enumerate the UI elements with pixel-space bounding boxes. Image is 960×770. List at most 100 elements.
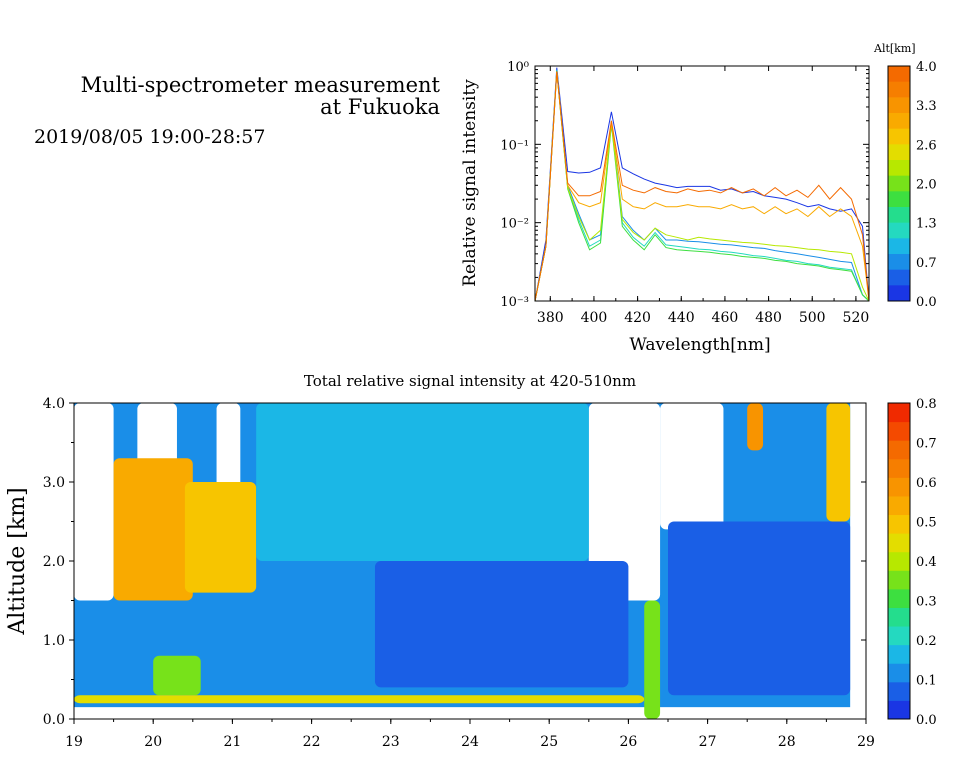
- altitude-colorbar-level: [888, 285, 910, 302]
- spectrum-axes: 380 400 420 440 460 480 500 520 10⁻³ 10⁻² 10⁻¹ 10⁰: [500, 60, 869, 326]
- intensity-colorbar-label: 0.2: [916, 634, 937, 649]
- spectrum-xtick-label: 460: [712, 310, 739, 326]
- heatmap-xtick-label: 28: [778, 734, 796, 750]
- spectrum-xtick-label: 420: [624, 310, 651, 326]
- altitude-colorbar-label: 2.6: [916, 138, 937, 153]
- heatmap-xtick-label: 21: [223, 734, 241, 750]
- altitude-colorbar-level: [888, 254, 910, 271]
- altitude-colorbar-level: [888, 113, 910, 130]
- spectrum-xtick-label: 380: [537, 310, 564, 326]
- heatmap-ytick-label: 0.0: [43, 712, 65, 728]
- heatmap-region-0: [74, 403, 114, 601]
- spectrum-series-0: [535, 67, 869, 301]
- intensity-colorbar-label: 0.5: [916, 516, 937, 531]
- intensity-colorbar-frame: [887, 402, 911, 720]
- altitude-colorbar-label: 0.7: [916, 256, 937, 271]
- spectrum-xtick-label: 400: [581, 310, 608, 326]
- spectrum-xtick-label: 500: [799, 310, 826, 326]
- intensity-colorbar-level: [888, 458, 910, 478]
- altitude-colorbar-level: [888, 66, 910, 83]
- intensity-colorbar-label: 0.0: [916, 713, 937, 728]
- heatmap-region-8: [826, 403, 851, 522]
- heatmap-region-4: [660, 403, 724, 530]
- altitude-colorbar-label: 3.3: [916, 99, 937, 114]
- heatmap-cells: [74, 403, 851, 719]
- figure-title-line1: Multi-spectrometer measurement: [80, 73, 440, 97]
- altitude-colorbar-label: 0.0: [916, 295, 937, 310]
- altitude-colorbar-label: 4.0: [916, 60, 937, 75]
- figure-title: Multi-spectrometer measurement at Fukuok…: [12, 74, 440, 118]
- altitude-colorbar-level: [888, 191, 910, 208]
- intensity-colorbar-level: [888, 588, 910, 608]
- intensity-colorbar: 0.8 0.7 0.6 0.5 0.4 0.3 0.2 0.1 0.0: [887, 397, 937, 728]
- spectrum-series-group: [535, 67, 869, 301]
- figure-title-line2: at Fukuoka: [320, 95, 440, 119]
- spectrum-ytick-label: 10⁻¹: [500, 138, 529, 153]
- spectrum-ylabel: Relative signal intensity: [460, 79, 480, 287]
- intensity-colorbar-level: [888, 626, 910, 646]
- altitude-colorbar-level: [888, 175, 910, 192]
- heatmap-region-13: [668, 521, 851, 696]
- heatmap-region-11: [644, 600, 661, 719]
- heatmap-xtick-label: 26: [619, 734, 637, 750]
- heatmap-ytick-label: 3.0: [43, 475, 65, 491]
- altitude-colorbar-title: Alt[km]: [873, 42, 916, 55]
- heatmap-region-2: [216, 403, 241, 506]
- altitude-colorbar-level: [888, 222, 910, 239]
- spectrum-plot-area: [535, 66, 869, 301]
- spectrum-xlabel: Wavelength[nm]: [629, 335, 770, 355]
- spectrum-xtick-label: 520: [843, 310, 870, 326]
- altitude-colorbar-level: [888, 144, 910, 161]
- heatmap-ytick-label: 2.0: [43, 554, 65, 570]
- heatmap-xtick-label: 27: [699, 734, 717, 750]
- heatmap-title: Total relative signal intensity at 420-5…: [304, 372, 636, 390]
- intensity-colorbar-label: 0.4: [916, 555, 937, 570]
- heatmap-region-5: [113, 458, 193, 601]
- heatmap-xtick-label: 25: [540, 734, 558, 750]
- heatmap-xtick-label: 20: [144, 734, 162, 750]
- spectrum-series-6: [535, 71, 869, 301]
- spectrum-ytick-label: 10⁻³: [500, 295, 529, 310]
- altitude-colorbar-level: [888, 81, 910, 98]
- intensity-colorbar-level: [888, 533, 910, 553]
- spectrum-series-5: [535, 71, 869, 301]
- heatmap-region-6: [184, 482, 257, 593]
- altitude-colorbar-level: [888, 160, 910, 177]
- intensity-colorbar-level: [888, 403, 910, 423]
- intensity-colorbar-label: 0.7: [916, 437, 937, 452]
- heatmap-xtick-label: 19: [65, 734, 83, 750]
- intensity-colorbar-label: 0.1: [916, 674, 937, 689]
- measurement-period: 2019/08/05 19:00-28:57: [34, 126, 266, 148]
- heatmap-region-9: [153, 655, 201, 696]
- intensity-colorbar-label: 0.8: [916, 397, 937, 412]
- intensity-colorbar-level: [888, 644, 910, 664]
- heatmap-axes: 19 20 21 22 23 24 25 26 27 28 29 0.0 1.0 2.0 3.0 4.0: [43, 396, 875, 750]
- altitude-colorbar-level: [888, 269, 910, 286]
- altitude-colorbar-level: [888, 238, 910, 255]
- altitude-colorbar: Alt[km] 4.0 3.3 2.6 2.0 1.3 0.7 0.0: [873, 42, 937, 310]
- intensity-heatmap: Total relative signal intensity at 420-5…: [5, 372, 875, 750]
- heatmap-ytick-label: 4.0: [43, 396, 65, 412]
- altitude-colorbar-label: 1.3: [916, 217, 937, 232]
- heatmap-xtick-label: 24: [461, 734, 479, 750]
- intensity-colorbar-level: [888, 440, 910, 460]
- spectrum-ytick-label: 10⁻²: [500, 217, 529, 232]
- heatmap-region-12: [374, 561, 629, 688]
- altitude-colorbar-label: 2.0: [916, 178, 937, 193]
- intensity-colorbar-label: 0.3: [916, 595, 937, 610]
- altitude-colorbar-level: [888, 97, 910, 114]
- heatmap-region-10: [74, 695, 645, 704]
- altitude-colorbar-level: [888, 128, 910, 145]
- spectrum-series-1: [535, 69, 869, 301]
- intensity-colorbar-label: 0.6: [916, 476, 937, 491]
- intensity-colorbar-level: [888, 663, 910, 683]
- spectrum-xtick-label: 440: [668, 310, 695, 326]
- intensity-colorbar-level: [888, 477, 910, 497]
- heatmap-region-14: [256, 403, 589, 561]
- spectrum-ytick-label: 10⁰: [507, 60, 529, 75]
- heatmap-xtick-label: 22: [303, 734, 321, 750]
- spectrum-frame: [534, 65, 870, 302]
- altitude-colorbar-frame: [887, 65, 911, 302]
